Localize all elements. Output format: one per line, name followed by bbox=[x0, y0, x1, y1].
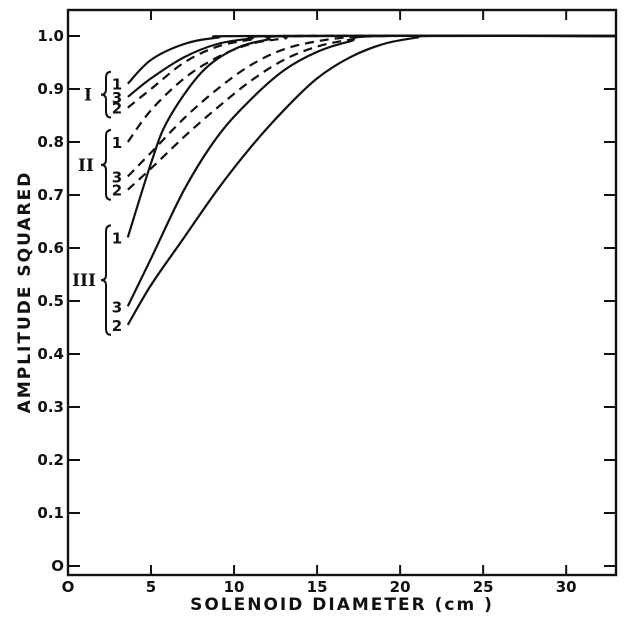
curve-ii-3 bbox=[127, 34, 617, 178]
group-label-i: I bbox=[84, 86, 92, 106]
x-tick-label: 30 bbox=[556, 578, 577, 596]
y-tick-label: 0.6 bbox=[37, 239, 64, 257]
curve-number-label: 1 bbox=[112, 134, 122, 152]
curve-number-label: 3 bbox=[112, 298, 122, 316]
curve-ii-1 bbox=[126, 34, 617, 143]
curve-number-label: 1 bbox=[112, 76, 122, 94]
x-tick-label: 25 bbox=[473, 578, 494, 596]
plot-frame bbox=[66, 8, 618, 577]
curve-i-2 bbox=[127, 34, 617, 109]
y-tick-label: 0.7 bbox=[37, 186, 64, 204]
curve-number-label: 3 bbox=[112, 168, 122, 186]
curve-ii-2 bbox=[127, 34, 617, 191]
curve-number-label: 2 bbox=[112, 100, 122, 118]
curve-number-label: 2 bbox=[112, 317, 122, 335]
x-tick-label: 15 bbox=[307, 578, 328, 596]
group-label-iii: III bbox=[72, 271, 96, 291]
y-tick-label: 1.0 bbox=[37, 27, 64, 45]
x-tick-label: 5 bbox=[146, 578, 156, 596]
y-tick-label: 0.2 bbox=[37, 451, 64, 469]
x-axis-label: SOLENOID DIAMETER (cm ) bbox=[190, 595, 494, 615]
brace-iii bbox=[100, 224, 112, 336]
brace-ii bbox=[100, 129, 112, 201]
y-tick-label: 0.8 bbox=[37, 133, 64, 151]
brace-i bbox=[100, 70, 112, 119]
curve-i-1 bbox=[126, 34, 617, 85]
y-tick-label: 0.4 bbox=[37, 345, 64, 363]
curve-iii-2 bbox=[126, 34, 617, 326]
x-tick-label: O bbox=[62, 578, 75, 596]
curve-number-label: 1 bbox=[112, 229, 122, 247]
curve-number-label: 2 bbox=[112, 182, 122, 200]
curve-iii-3 bbox=[126, 34, 617, 307]
y-tick-label: 0.9 bbox=[37, 80, 64, 98]
y-tick-label: 0.1 bbox=[37, 504, 64, 522]
y-axis-ticks: O 0.1 0.2 0.3 0.4 0.5 0.6 0.7 0.8 0.9 1.0 bbox=[37, 27, 616, 575]
y-tick-label: O bbox=[51, 557, 64, 575]
curves bbox=[126, 34, 617, 326]
curve-number-label: 3 bbox=[112, 89, 122, 107]
x-tick-label: 20 bbox=[390, 578, 411, 596]
x-tick-label: 10 bbox=[224, 578, 245, 596]
y-tick-label: 0.3 bbox=[37, 398, 64, 416]
y-tick-label: 0.5 bbox=[37, 292, 64, 310]
y-axis-label: AMPLITUDE SQUARED bbox=[15, 171, 35, 414]
group-label-ii: II bbox=[78, 156, 94, 176]
x-axis-ticks: O 5 10 15 20 25 30 bbox=[62, 10, 577, 596]
